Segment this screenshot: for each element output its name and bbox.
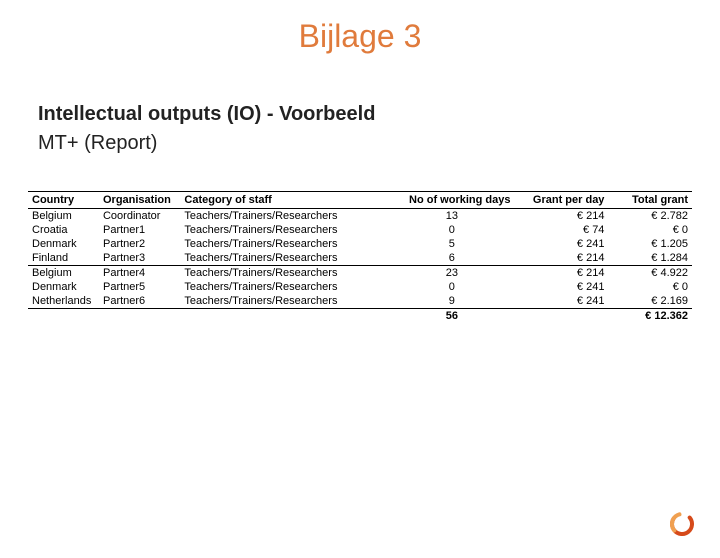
cell-category: Teachers/Trainers/Researchers xyxy=(180,294,389,309)
cell-category: Teachers/Trainers/Researchers xyxy=(180,209,389,224)
cell-total: € 0 xyxy=(608,280,692,294)
cell-grant-per-day: € 241 xyxy=(514,294,608,309)
col-header-country: Country xyxy=(28,192,99,209)
cell-organisation: Partner1 xyxy=(99,223,180,237)
cell-country: Denmark xyxy=(28,237,99,251)
subtitle-block: Intellectual outputs (IO) - Voorbeeld MT… xyxy=(38,103,720,155)
table-row: Croatia Partner1 Teachers/Trainers/Resea… xyxy=(28,223,692,237)
cell-country: Denmark xyxy=(28,280,99,294)
cell-category: Teachers/Trainers/Researchers xyxy=(180,237,389,251)
grants-table-wrapper: Country Organisation Category of staff N… xyxy=(28,191,692,323)
table-row: Belgium Coordinator Teachers/Trainers/Re… xyxy=(28,209,692,224)
table-row: Denmark Partner5 Teachers/Trainers/Resea… xyxy=(28,280,692,294)
cell-empty xyxy=(99,309,180,324)
cell-total: € 0 xyxy=(608,223,692,237)
cell-days: 6 xyxy=(389,251,514,266)
cell-grand-total: € 12.362 xyxy=(608,309,692,324)
cell-total: € 1.205 xyxy=(608,237,692,251)
col-header-category: Category of staff xyxy=(180,192,389,209)
cell-country: Belgium xyxy=(28,266,99,281)
subtitle-line-1: Intellectual outputs (IO) - Voorbeeld xyxy=(38,103,720,126)
col-header-organisation: Organisation xyxy=(99,192,180,209)
cell-category: Teachers/Trainers/Researchers xyxy=(180,280,389,294)
cell-days: 5 xyxy=(389,237,514,251)
cell-total: € 2.169 xyxy=(608,294,692,309)
cell-organisation: Coordinator xyxy=(99,209,180,224)
cell-total: € 1.284 xyxy=(608,251,692,266)
cell-organisation: Partner3 xyxy=(99,251,180,266)
table-row: Denmark Partner2 Teachers/Trainers/Resea… xyxy=(28,237,692,251)
cell-category: Teachers/Trainers/Researchers xyxy=(180,266,389,281)
table-row: Netherlands Partner6 Teachers/Trainers/R… xyxy=(28,294,692,309)
cell-days: 0 xyxy=(389,280,514,294)
cell-country: Belgium xyxy=(28,209,99,224)
col-header-grant-per-day: Grant per day xyxy=(514,192,608,209)
table-row: Finland Partner3 Teachers/Trainers/Resea… xyxy=(28,251,692,266)
cell-days: 0 xyxy=(389,223,514,237)
cell-days: 23 xyxy=(389,266,514,281)
cell-grant-per-day: € 241 xyxy=(514,237,608,251)
cell-empty xyxy=(180,309,389,324)
cell-organisation: Partner4 xyxy=(99,266,180,281)
cell-country: Finland xyxy=(28,251,99,266)
col-header-total-grant: Total grant xyxy=(608,192,692,209)
cell-days: 9 xyxy=(389,294,514,309)
cell-total-days: 56 xyxy=(389,309,514,324)
subtitle-line-2: MT+ (Report) xyxy=(38,132,720,155)
cell-grant-per-day: € 74 xyxy=(514,223,608,237)
table-row: Belgium Partner4 Teachers/Trainers/Resea… xyxy=(28,266,692,281)
cell-category: Teachers/Trainers/Researchers xyxy=(180,251,389,266)
cell-days: 13 xyxy=(389,209,514,224)
page-title: Bijlage 3 xyxy=(0,18,720,55)
cell-empty xyxy=(28,309,99,324)
cell-country: Croatia xyxy=(28,223,99,237)
cell-category: Teachers/Trainers/Researchers xyxy=(180,223,389,237)
cell-grant-per-day: € 214 xyxy=(514,266,608,281)
cell-organisation: Partner2 xyxy=(99,237,180,251)
grants-table: Country Organisation Category of staff N… xyxy=(28,191,692,323)
cell-organisation: Partner6 xyxy=(99,294,180,309)
cell-grant-per-day: € 214 xyxy=(514,251,608,266)
cell-total: € 2.782 xyxy=(608,209,692,224)
cell-organisation: Partner5 xyxy=(99,280,180,294)
cell-grant-per-day: € 241 xyxy=(514,280,608,294)
table-header-row: Country Organisation Category of staff N… xyxy=(28,192,692,209)
cell-total: € 4.922 xyxy=(608,266,692,281)
ring-logo-icon xyxy=(670,512,694,536)
table-totals-row: 56 € 12.362 xyxy=(28,309,692,324)
col-header-working-days: No of working days xyxy=(389,192,514,209)
cell-empty xyxy=(514,309,608,324)
cell-grant-per-day: € 214 xyxy=(514,209,608,224)
cell-country: Netherlands xyxy=(28,294,99,309)
